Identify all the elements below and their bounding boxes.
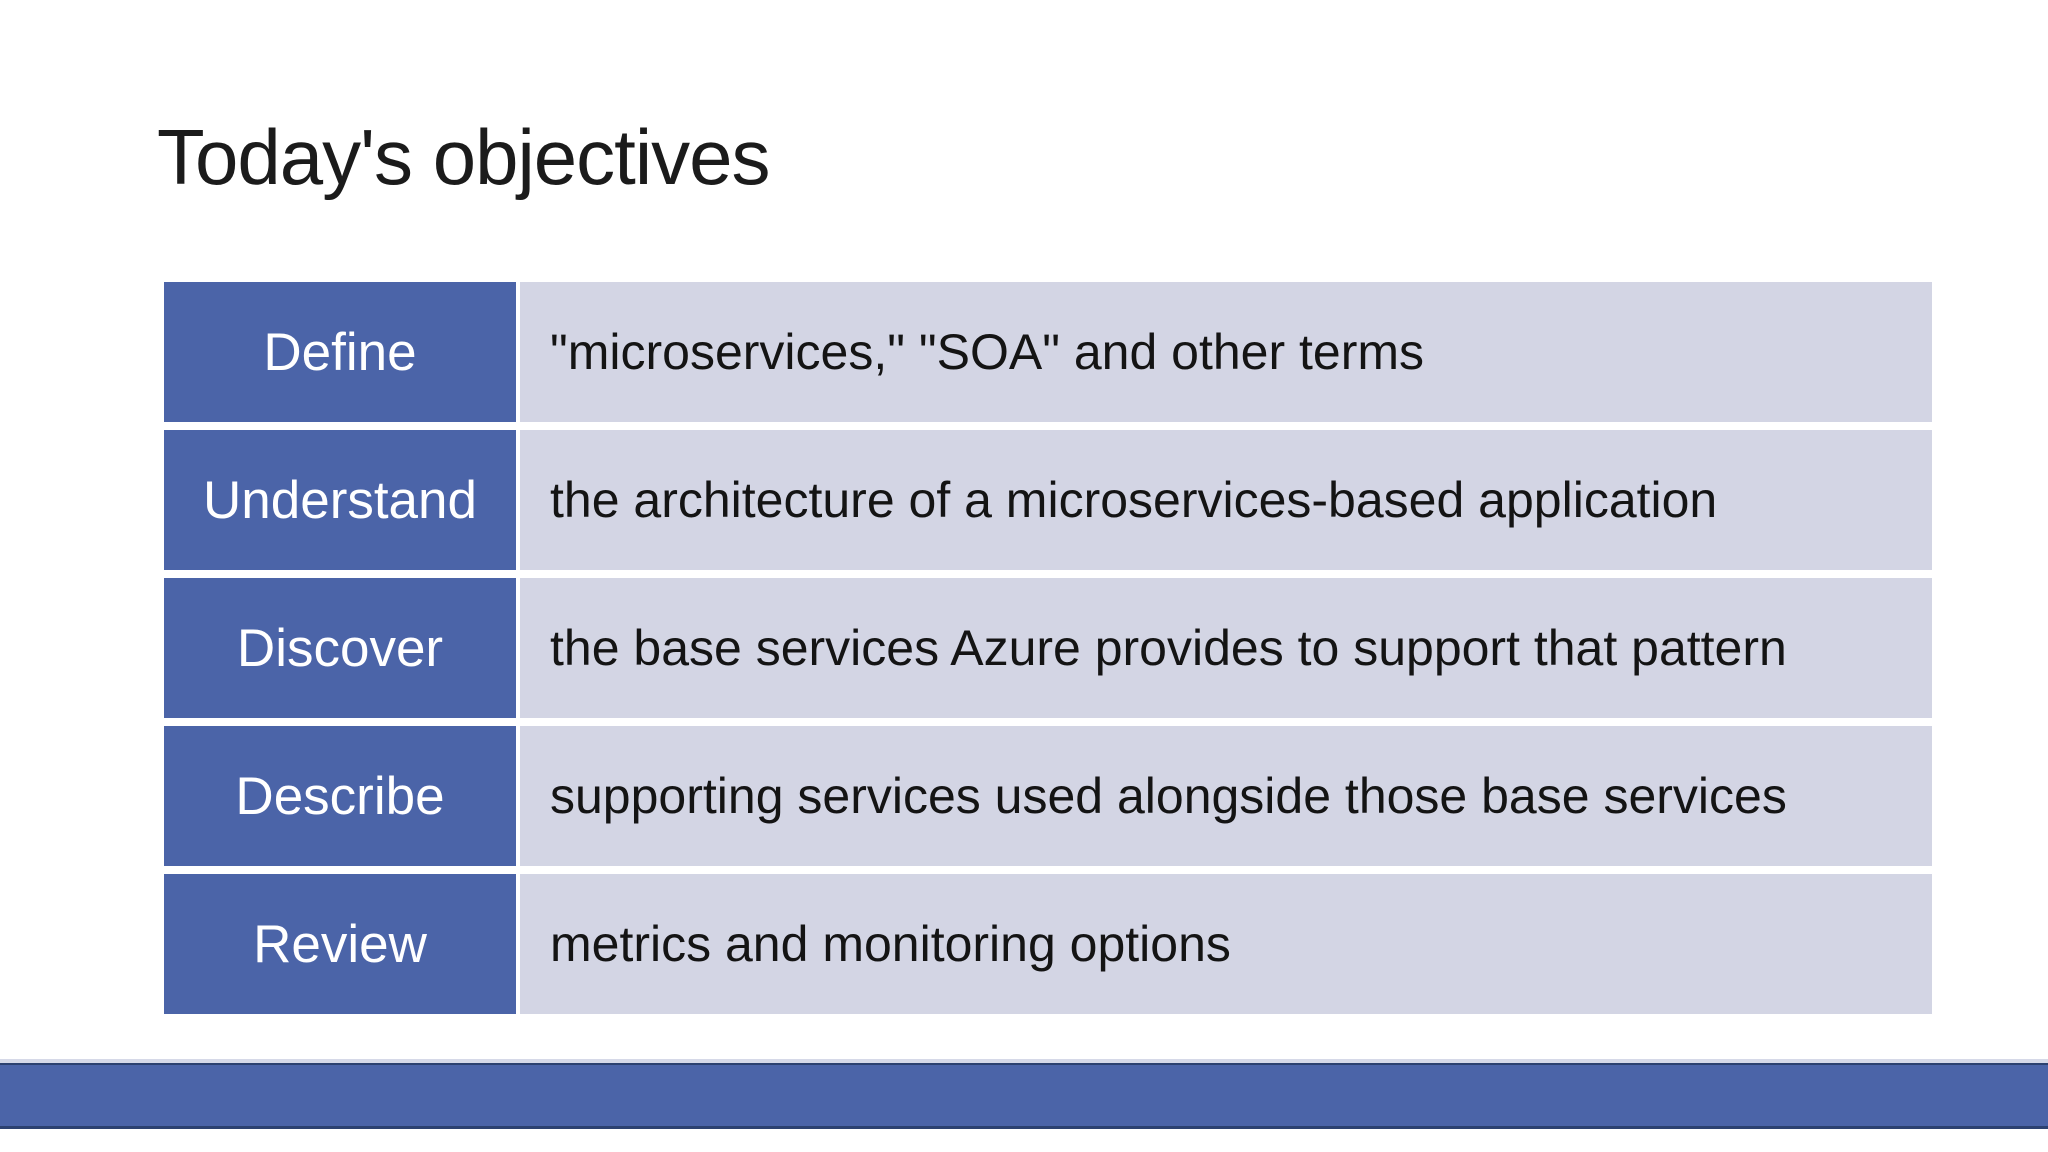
objective-term-cell: Discover — [164, 578, 516, 718]
objective-description-cell: supporting services used alongside those… — [520, 726, 1932, 866]
objective-row: Discover the base services Azure provide… — [164, 578, 1932, 718]
objective-term-cell: Define — [164, 282, 516, 422]
objective-term-cell: Review — [164, 874, 516, 1014]
objectives-table: Define "microservices," "SOA" and other … — [164, 282, 1932, 1014]
objective-description-cell: "microservices," "SOA" and other terms — [520, 282, 1932, 422]
objective-term-cell: Understand — [164, 430, 516, 570]
objective-row: Define "microservices," "SOA" and other … — [164, 282, 1932, 422]
objective-row: Review metrics and monitoring options — [164, 874, 1932, 1014]
slide-title: Today's objectives — [157, 113, 771, 201]
footer-accent-bar — [0, 1063, 2048, 1129]
objective-row: Describe supporting services used alongs… — [164, 726, 1932, 866]
objective-row: Understand the architecture of a microse… — [164, 430, 1932, 570]
objective-description-cell: metrics and monitoring options — [520, 874, 1932, 1014]
objective-description-cell: the architecture of a microservices-base… — [520, 430, 1932, 570]
objective-description-cell: the base services Azure provides to supp… — [520, 578, 1932, 718]
objective-term-cell: Describe — [164, 726, 516, 866]
